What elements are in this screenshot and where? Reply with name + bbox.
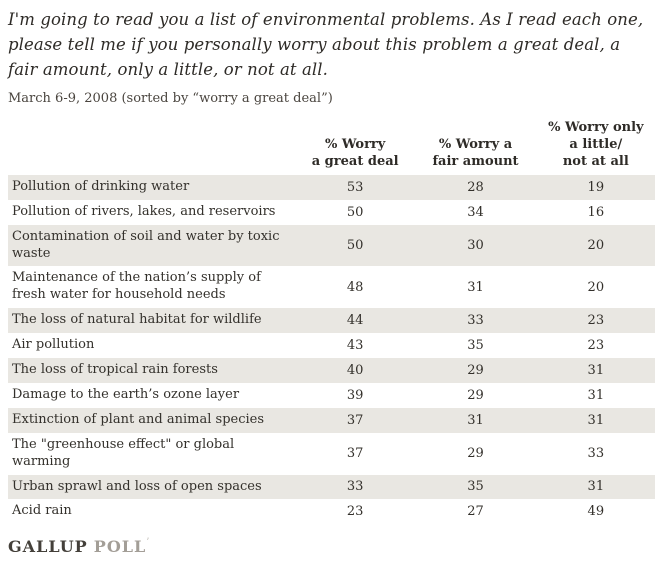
table-row: Pollution of drinking water 53 28 19 [8, 174, 655, 200]
table-row: The "greenhouse effect" or global warmin… [8, 433, 655, 475]
value-worry-fair-amount: 28 [467, 179, 484, 195]
column-header-worry-little-notatall: % Worry only a little/ not at all [548, 120, 644, 170]
value-worry-great-deal: 50 [346, 204, 364, 220]
row-label: Pollution of drinking water [12, 178, 190, 194]
brand-poll-text: POLL [93, 537, 147, 557]
value-worry-great-deal: 33 [346, 479, 364, 495]
value-worry-fair-amount: 33 [467, 313, 484, 329]
row-label: The loss of tropical rain forests [12, 362, 218, 378]
value-worry-little-notatall: 20 [587, 279, 605, 295]
table-row: Pollution of rivers, lakes, and reservoi… [8, 200, 655, 225]
value-worry-little-notatall: 19 [587, 179, 605, 195]
value-worry-fair-amount: 29 [467, 362, 484, 378]
poll-question-title: I'm going to read you a list of environm… [8, 10, 644, 79]
value-worry-fair-amount: 27 [467, 504, 484, 520]
row-label: Maintenance of the nation’s supply of fr… [12, 270, 261, 303]
table-row: Damage to the earth’s ozone layer 39 29 … [8, 383, 655, 408]
value-worry-little-notatall: 31 [587, 362, 605, 378]
value-worry-little-notatall: 23 [587, 338, 605, 354]
table-body: Pollution of drinking water 53 28 19 Pol… [8, 174, 655, 524]
value-worry-great-deal: 40 [346, 362, 364, 378]
row-label: Extinction of plant and animal species [12, 411, 265, 427]
value-worry-great-deal: 44 [346, 313, 364, 329]
row-label: Contamination of soil and water by toxic… [12, 228, 280, 261]
value-worry-great-deal: 43 [346, 338, 364, 354]
table-row: The loss of tropical rain forests 40 29 … [8, 358, 655, 383]
value-worry-great-deal: 39 [346, 387, 364, 403]
value-worry-great-deal: 23 [346, 504, 364, 520]
column-header-worry-fair-amount: % Worry a fair amount [432, 137, 519, 170]
column-header-empty [8, 118, 295, 175]
value-worry-little-notatall: 49 [587, 504, 605, 520]
value-worry-great-deal: 50 [346, 238, 364, 254]
value-worry-little-notatall: 33 [587, 446, 605, 462]
poll-date-note: March 6-9, 2008 (sorted by “worry a grea… [8, 91, 333, 107]
value-worry-little-notatall: 23 [587, 313, 605, 329]
value-worry-little-notatall: 16 [587, 204, 605, 220]
value-worry-fair-amount: 30 [467, 238, 484, 254]
row-label: The loss of natural habitat for wildlife [12, 312, 262, 328]
column-header-worry-great-deal: % Worry a great deal [311, 137, 399, 170]
header-row: % Worry a great deal % Worry a fair amou… [8, 118, 655, 175]
brand-trademark-mark: ’ [146, 537, 151, 549]
value-worry-little-notatall: 31 [587, 479, 605, 495]
value-worry-little-notatall: 31 [587, 387, 605, 403]
value-worry-fair-amount: 34 [467, 204, 484, 220]
table-row: Air pollution 43 35 23 [8, 333, 655, 358]
gallup-poll-logo: GALLUP POLL’ [8, 537, 648, 556]
table-row: Extinction of plant and animal species 3… [8, 407, 655, 433]
table-row: Acid rain 23 27 49 [8, 499, 655, 524]
value-worry-fair-amount: 31 [467, 279, 484, 295]
value-worry-fair-amount: 35 [467, 479, 484, 495]
row-label: Acid rain [12, 503, 72, 519]
value-worry-fair-amount: 31 [467, 412, 484, 428]
results-table: % Worry a great deal % Worry a fair amou… [8, 118, 655, 524]
value-worry-little-notatall: 31 [587, 412, 605, 428]
value-worry-great-deal: 48 [346, 279, 364, 295]
table-header: % Worry a great deal % Worry a fair amou… [8, 118, 655, 175]
row-label: Damage to the earth’s ozone layer [12, 386, 240, 402]
value-worry-fair-amount: 29 [467, 446, 484, 462]
brand-gallup-text: GALLUP [8, 537, 88, 557]
value-worry-fair-amount: 29 [467, 387, 484, 403]
value-worry-great-deal: 37 [346, 446, 364, 462]
value-worry-fair-amount: 35 [467, 338, 484, 354]
row-label: Urban sprawl and loss of open spaces [12, 478, 262, 494]
row-label: Pollution of rivers, lakes, and reservoi… [12, 203, 276, 219]
table-row: Maintenance of the nation’s supply of fr… [8, 266, 655, 308]
value-worry-great-deal: 53 [346, 179, 364, 195]
row-label: The "greenhouse effect" or global warmin… [12, 436, 235, 469]
table-row: Contamination of soil and water by toxic… [8, 224, 655, 267]
row-label: Air pollution [12, 337, 95, 353]
table-row: Urban sprawl and loss of open spaces 33 … [8, 474, 655, 500]
value-worry-little-notatall: 20 [587, 238, 605, 254]
table-row: The loss of natural habitat for wildlife… [8, 308, 655, 334]
value-worry-great-deal: 37 [346, 412, 364, 428]
